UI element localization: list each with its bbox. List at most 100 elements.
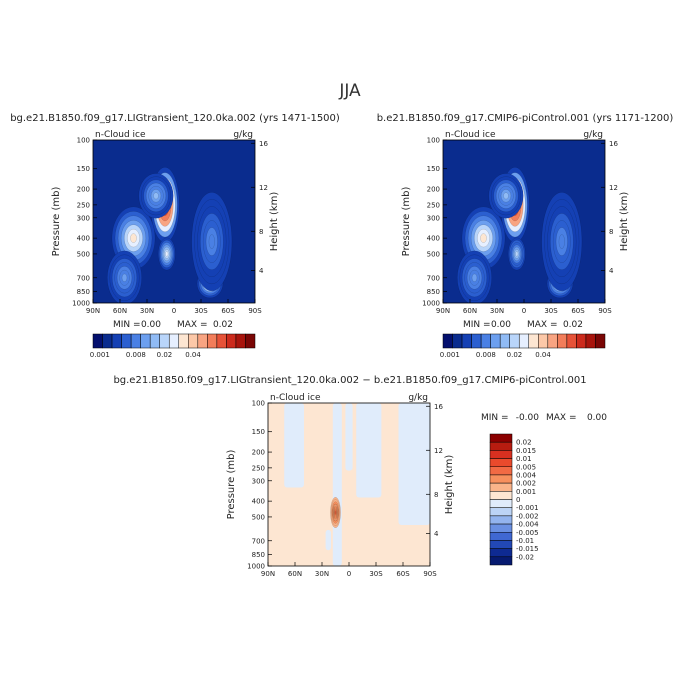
- y-axis-label: Pressure (mb): [401, 187, 412, 257]
- stats-min-label: MIN =: [113, 320, 141, 330]
- colorbar-swatch: [489, 515, 513, 525]
- panel-title: bg.e21.B1850.f09_g17.LIGtransient_120.0k…: [10, 113, 340, 124]
- y-tick-label: 500: [427, 250, 440, 258]
- colorbar-swatch: [130, 333, 141, 349]
- y-right-axis-label: Height (km): [619, 192, 630, 252]
- colorbar-swatch: [547, 333, 558, 349]
- x-tick-label: 90N: [261, 570, 275, 578]
- colorbar-label: 0: [516, 496, 520, 504]
- contour-band: [208, 234, 215, 249]
- page-title: JJA: [338, 81, 361, 101]
- colorbar-swatch: [442, 333, 453, 349]
- y-tick-label: 300: [252, 477, 265, 485]
- panel-picontrol: b.e21.B1850.f09_g17.CMIP6-piControl.001 …: [377, 113, 674, 359]
- y-tick-label: 250: [427, 201, 440, 209]
- colorbar-swatch: [188, 333, 199, 349]
- units-label: g/kg: [233, 130, 253, 140]
- colorbar-swatch: [140, 333, 151, 349]
- panel-lig-transient: bg.e21.B1850.f09_g17.LIGtransient_120.0k…: [10, 113, 340, 359]
- y-axis-label: Pressure (mb): [51, 187, 62, 257]
- field-patch: [332, 403, 342, 566]
- colorbar-label: -0.02: [516, 553, 534, 561]
- colorbar-swatch: [576, 333, 587, 349]
- y-right-tick-label: 8: [259, 228, 263, 236]
- panel-title: bg.e21.B1850.f09_g17.LIGtransient_120.0k…: [113, 375, 586, 386]
- y-tick-label: 400: [77, 235, 90, 243]
- contour-band: [165, 251, 169, 257]
- colorbar-swatch: [489, 556, 513, 566]
- colorbar-swatch: [489, 482, 513, 492]
- y-axis-label: Pressure (mb): [226, 450, 237, 520]
- x-tick-label: 30N: [490, 307, 504, 315]
- y-tick-label: 1000: [422, 300, 440, 308]
- panel-difference: bg.e21.B1850.f09_g17.LIGtransient_120.0k…: [113, 375, 607, 578]
- y-right-tick-label: 4: [434, 530, 439, 538]
- colorbar-swatch: [538, 333, 549, 349]
- stats-min-label: MIN =: [463, 320, 491, 330]
- colorbar-swatch: [159, 333, 170, 349]
- colorbar-swatch: [452, 333, 463, 349]
- colorbar-swatch: [489, 523, 513, 533]
- x-tick-label: 30S: [194, 307, 208, 315]
- contour-band: [471, 273, 478, 282]
- colorbar-swatch: [245, 333, 256, 349]
- contour-band: [558, 234, 565, 249]
- colorbar-label: 0.004: [516, 471, 537, 479]
- x-tick-label: 30S: [369, 570, 383, 578]
- units-label: g/kg: [583, 130, 603, 140]
- field-patch: [325, 529, 331, 551]
- colorbar-swatch: [509, 333, 520, 349]
- stats-max-value: 0.02: [563, 320, 583, 330]
- y-right-axis-label: Height (km): [269, 192, 280, 252]
- y-tick-label: 850: [77, 288, 90, 296]
- contour-band: [153, 192, 159, 200]
- colorbar-swatch: [235, 333, 246, 349]
- colorbar-label: 0.002: [516, 480, 536, 488]
- x-tick-label: 60S: [221, 307, 235, 315]
- colorbar-swatch: [489, 540, 513, 549]
- colorbar-swatch: [102, 333, 113, 349]
- y-right-tick-label: 8: [609, 228, 613, 236]
- field-label: n-Cloud ice: [270, 393, 321, 403]
- contour-band: [515, 251, 519, 257]
- colorbar-swatch: [207, 333, 218, 349]
- y-tick-label: 400: [252, 498, 265, 506]
- colorbar-swatch: [528, 333, 539, 349]
- colorbar-swatch: [197, 333, 208, 349]
- colorbar: 0.001 0.008 0.02 0.04: [440, 333, 606, 359]
- colorbar-swatch: [557, 333, 568, 349]
- y-right-tick-label: 4: [609, 267, 614, 275]
- y-right-tick-label: 16: [434, 403, 443, 411]
- y-right-tick-label: 4: [259, 267, 264, 275]
- field-patch: [356, 403, 382, 498]
- colorbar-label: -0.004: [516, 521, 539, 529]
- stats-max-value: 0.00: [587, 413, 607, 423]
- x-tick-label: 60N: [288, 570, 302, 578]
- x-tick-label: 60S: [396, 570, 410, 578]
- y-tick-label: 250: [77, 201, 90, 209]
- y-right-tick-label: 16: [609, 140, 618, 148]
- colorbar-swatch: [111, 333, 122, 349]
- colorbar-label: 0.02: [516, 439, 532, 447]
- x-tick-label: 90N: [86, 307, 100, 315]
- x-tick-label: 0: [172, 307, 176, 315]
- y-tick-label: 300: [427, 214, 440, 222]
- stats-max-label: MAX =: [546, 413, 577, 423]
- y-tick-label: 300: [77, 214, 90, 222]
- y-tick-label: 100: [252, 400, 265, 408]
- colorbar-swatch: [149, 333, 160, 349]
- stats-max-value: 0.02: [213, 320, 233, 330]
- x-tick-label: 90S: [423, 570, 437, 578]
- stats-min-value: 0.00: [491, 320, 511, 330]
- y-tick-label: 700: [427, 274, 440, 282]
- y-tick-label: 850: [252, 551, 265, 559]
- colorbar-swatch: [121, 333, 132, 349]
- colorbar-swatch: [489, 450, 513, 459]
- x-tick-label: 60S: [571, 307, 585, 315]
- colorbar-label: -0.002: [516, 512, 539, 520]
- y-tick-label: 1000: [72, 300, 90, 308]
- x-tick-label: 30S: [544, 307, 558, 315]
- colorbar-label: 0.001: [440, 351, 460, 359]
- x-tick-label: 60N: [113, 307, 127, 315]
